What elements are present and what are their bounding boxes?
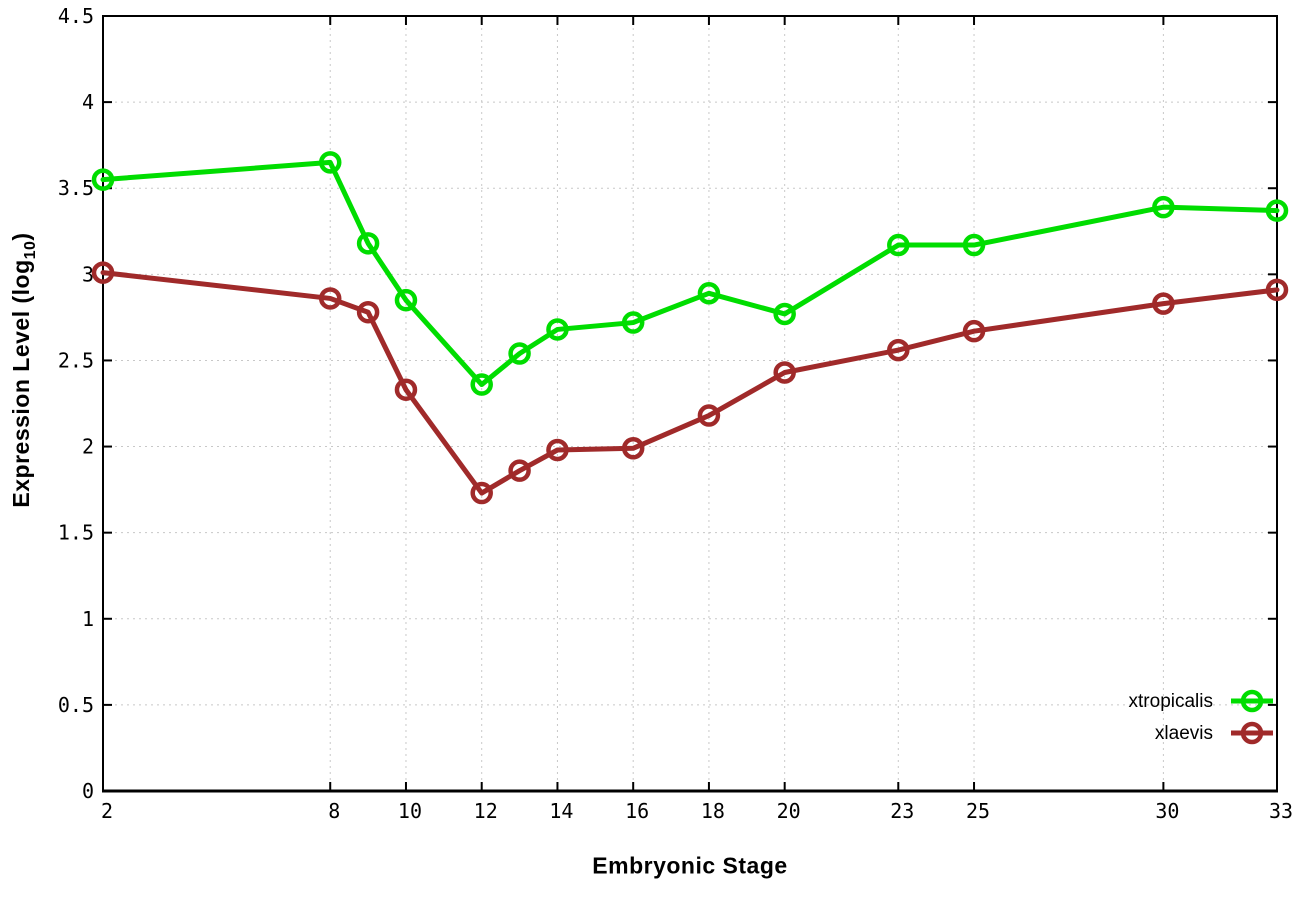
data-point-xtropicalis-stage-16 bbox=[621, 311, 645, 334]
legend: xtropicalis xlaevis bbox=[1129, 689, 1273, 745]
y-tick-label-3: 3 bbox=[82, 262, 94, 286]
y-tick-label-0.5: 0.5 bbox=[58, 693, 94, 717]
x-tick-label-16: 16 bbox=[625, 799, 649, 823]
plot-border bbox=[102, 15, 1278, 792]
x-tick-label-20: 20 bbox=[777, 799, 801, 823]
x-tick-label-23: 23 bbox=[890, 799, 914, 823]
data-point-xlaevis-stage-33 bbox=[1265, 278, 1289, 302]
legend-marker-xlaevis bbox=[1240, 721, 1264, 745]
series-line-xlaevis bbox=[100, 270, 1280, 496]
data-point-xlaevis-stage-16 bbox=[621, 437, 645, 460]
data-point-xtropicalis-stage-18 bbox=[697, 282, 721, 305]
x-tick-label-30: 30 bbox=[1155, 799, 1179, 823]
data-point-xlaevis-stage-10 bbox=[394, 378, 418, 401]
y-tick-label-4: 4 bbox=[82, 90, 94, 114]
legend-label-xtropicalis: xtropicalis bbox=[1129, 691, 1213, 712]
legend-label-xlaevis: xlaevis bbox=[1155, 723, 1213, 744]
x-tick-label-14: 14 bbox=[549, 799, 573, 823]
data-point-xtropicalis-stage-33 bbox=[1265, 199, 1289, 222]
legend-entry-xtropicalis: xtropicalis bbox=[1129, 689, 1273, 713]
y-tick-label-2.5: 2.5 bbox=[58, 348, 94, 372]
data-point-xlaevis-stage-18 bbox=[697, 404, 721, 427]
data-point-xtropicalis-stage-8 bbox=[318, 151, 342, 174]
data-point-xtropicalis-stage-9 bbox=[356, 232, 380, 255]
x-tick-label-8: 8 bbox=[328, 799, 340, 823]
y-tick-label-0: 0 bbox=[82, 779, 94, 803]
data-point-xtropicalis-stage-14 bbox=[546, 318, 569, 341]
x-tick-label-10: 10 bbox=[398, 799, 422, 823]
x-tick-label-18: 18 bbox=[701, 799, 725, 823]
tick-labels: 2 8 10 12 14 16 18 20 23 25 30 33 0 0.5 1 1.5 2 2.5 3 3.5 4 4… bbox=[58, 4, 1293, 823]
y-tick-label-2: 2 bbox=[82, 435, 94, 459]
data-point-xlaevis-stage-12 bbox=[470, 481, 493, 505]
data-point-xlaevis-stage-13 bbox=[508, 459, 531, 482]
data-point-xlaevis-stage-2 bbox=[91, 261, 115, 284]
x-tick-label-2: 2 bbox=[101, 799, 113, 823]
data-point-xlaevis-stage-20 bbox=[773, 361, 796, 384]
data-point-xtropicalis-stage-13 bbox=[508, 342, 531, 365]
data-point-xtropicalis-stage-25 bbox=[962, 233, 986, 257]
data-point-xtropicalis-stage-20 bbox=[773, 302, 796, 326]
y-tick-label-1: 1 bbox=[82, 607, 94, 631]
data-point-xtropicalis-stage-23 bbox=[887, 233, 910, 257]
y-axis-title: Expression Level (log10) bbox=[8, 232, 40, 507]
data-point-xlaevis-stage-9 bbox=[356, 300, 380, 324]
y-tick-label-4.5: 4.5 bbox=[58, 4, 94, 28]
series-xlaevis bbox=[91, 261, 1289, 505]
y-tick-label-3.5: 3.5 bbox=[58, 176, 94, 200]
legend-marker-xtropicalis bbox=[1240, 689, 1264, 713]
data-point-xlaevis-stage-25 bbox=[962, 319, 986, 343]
y-axis-title-subscript: 10 bbox=[21, 240, 39, 260]
data-point-xlaevis-stage-8 bbox=[318, 287, 342, 310]
x-axis-title: Embryonic Stage bbox=[592, 852, 788, 879]
data-point-xtropicalis-stage-30 bbox=[1152, 195, 1175, 219]
data-point-xtropicalis-stage-10 bbox=[394, 288, 418, 312]
data-point-xlaevis-stage-30 bbox=[1152, 292, 1175, 315]
data-point-xtropicalis-stage-2 bbox=[91, 168, 115, 191]
legend-entry-xlaevis: xlaevis bbox=[1155, 721, 1273, 745]
y-axis-title-suffix: ) bbox=[8, 232, 35, 241]
series-xtropicalis bbox=[91, 151, 1289, 396]
data-point-xlaevis-stage-23 bbox=[887, 338, 910, 362]
x-tick-label-33: 33 bbox=[1269, 799, 1293, 823]
x-tick-label-12: 12 bbox=[474, 799, 498, 823]
data-point-xtropicalis-stage-12 bbox=[470, 373, 493, 396]
series-line-xtropicalis bbox=[100, 159, 1280, 388]
data-point-xlaevis-stage-14 bbox=[546, 438, 569, 462]
grid-lines bbox=[103, 16, 1277, 791]
y-tick-label-1.5: 1.5 bbox=[58, 521, 94, 545]
x-tick-label-25: 25 bbox=[966, 799, 990, 823]
tick-marks bbox=[102, 15, 1278, 792]
y-axis-title-text: Expression Level (log bbox=[8, 259, 35, 508]
